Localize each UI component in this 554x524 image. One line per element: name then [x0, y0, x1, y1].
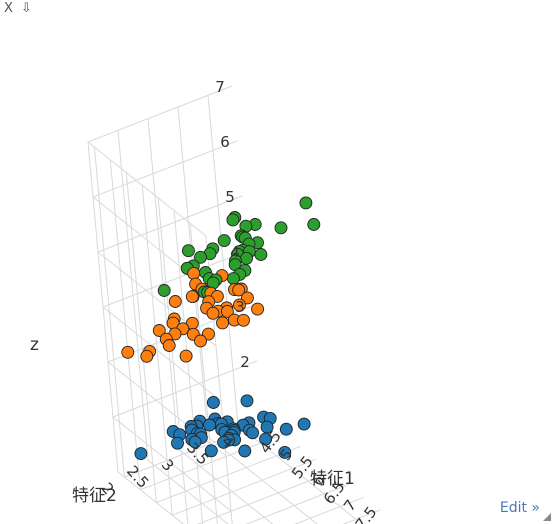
x-axis-title: 特征1 — [310, 469, 355, 489]
data-point-series-1 — [246, 426, 260, 440]
grid-line — [107, 361, 227, 457]
data-point-series-1 — [203, 418, 217, 432]
data-point-series-1 — [240, 394, 254, 408]
grid-line — [112, 360, 258, 418]
y-tick-label: 2.5 — [123, 462, 152, 492]
data-point-series-1 — [279, 422, 293, 436]
data-point-series-1 — [134, 447, 148, 461]
data-point-series-2 — [216, 316, 229, 330]
data-point-series-1 — [238, 444, 252, 458]
data-point-series-1 — [217, 435, 231, 449]
grid-line — [342, 509, 381, 524]
z-axis-title: z — [30, 335, 39, 355]
data-point-series-2 — [185, 290, 199, 304]
data-point-series-3 — [194, 250, 207, 264]
data-point-series-2 — [162, 339, 176, 352]
grid-line — [102, 306, 222, 402]
grid-line — [92, 140, 238, 198]
data-point-series-1 — [206, 396, 220, 409]
grid-line — [97, 195, 243, 253]
data-point-series-1 — [259, 432, 273, 446]
data-point-series-3 — [157, 284, 171, 297]
z-tick-label: 6 — [220, 133, 230, 151]
data-point-series-3 — [240, 251, 253, 265]
data-point-series-3 — [181, 244, 195, 258]
data-point-series-2 — [237, 313, 250, 327]
grid-line — [147, 459, 229, 524]
z-tick-label: 4 — [230, 243, 240, 261]
data-point-series-2 — [233, 298, 246, 312]
data-point-series-1 — [278, 445, 292, 459]
grid-line — [112, 416, 232, 512]
data-point-series-2 — [220, 304, 234, 318]
data-point-series-2 — [187, 266, 201, 280]
data-point-series-2 — [121, 345, 135, 359]
grid-line — [87, 85, 233, 143]
data-point-series-3 — [274, 221, 288, 235]
data-point-series-2 — [179, 349, 193, 363]
data-point-series-2 — [251, 302, 265, 316]
z-tick-label: 2 — [240, 353, 250, 371]
data-point-series-1 — [204, 444, 218, 458]
x-tick-label: 7 — [340, 496, 360, 515]
data-point-series-2 — [232, 283, 246, 297]
data-point-series-3 — [217, 234, 231, 248]
data-point-series-2 — [194, 334, 207, 348]
download-icon[interactable]: ⇩ — [20, 1, 32, 16]
resize-grip-icon[interactable] — [543, 513, 551, 521]
grid-line — [117, 471, 185, 524]
close-icon[interactable]: X — [4, 1, 13, 16]
data-point-series-3 — [226, 213, 240, 227]
data-point-series-3 — [254, 248, 268, 261]
y-tick-label: 3 — [158, 456, 178, 475]
z-tick-label: 5 — [225, 188, 235, 206]
plot-toolbar: X ⇩ — [4, 0, 32, 18]
grid-line — [207, 436, 319, 524]
grid-line — [102, 250, 248, 308]
data-point-series-1 — [171, 436, 184, 450]
edit-link[interactable]: Edit » — [499, 500, 540, 516]
grid-line — [87, 141, 207, 237]
data-points — [121, 196, 321, 461]
data-point-series-2 — [140, 349, 154, 363]
data-point-series-1 — [297, 417, 311, 431]
z-tick-label: 7 — [215, 78, 225, 96]
data-point-series-1 — [188, 435, 202, 449]
data-point-series-3 — [307, 218, 321, 231]
data-point-series-3 — [299, 196, 313, 210]
data-point-series-2 — [206, 306, 220, 320]
data-point-series-3 — [227, 272, 240, 286]
grid-line — [237, 424, 357, 520]
data-point-series-2 — [152, 324, 166, 337]
z-tick-label: 3 — [235, 298, 245, 316]
y-axis-title: 特征2 — [72, 486, 117, 506]
data-point-series-2 — [168, 295, 182, 308]
